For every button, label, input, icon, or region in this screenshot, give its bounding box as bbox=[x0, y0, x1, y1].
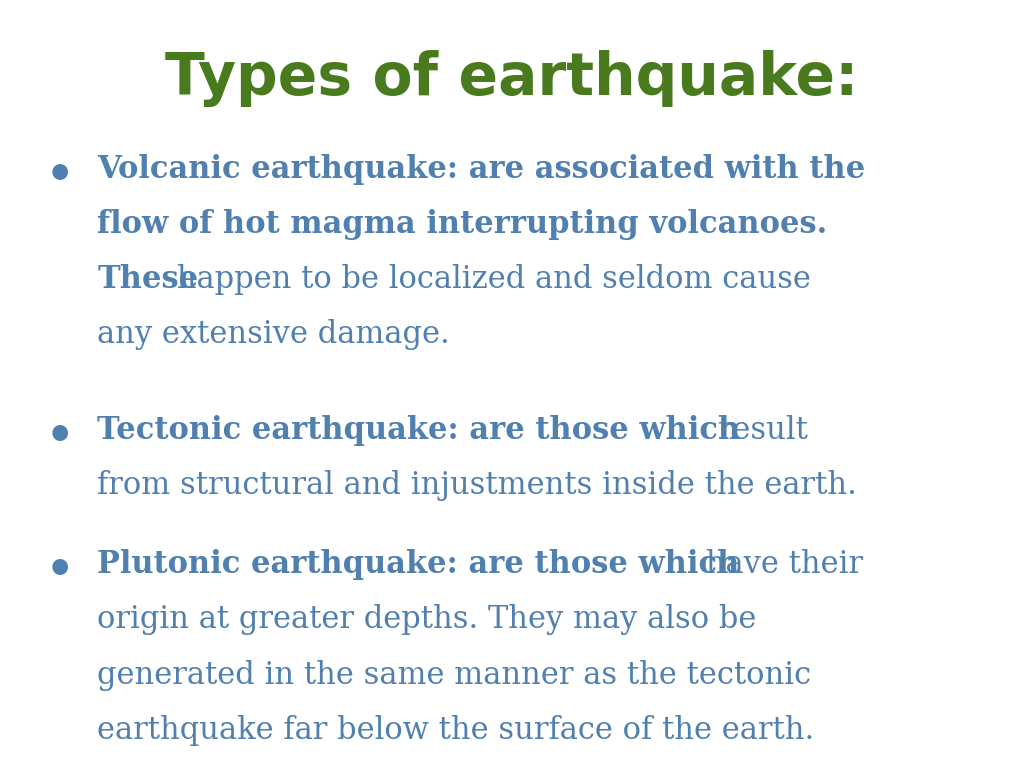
Text: •: • bbox=[46, 154, 75, 197]
Text: Volcanic earthquake: are associated with the: Volcanic earthquake: are associated with… bbox=[97, 154, 865, 184]
Text: Plutonic earthquake: are those which: Plutonic earthquake: are those which bbox=[97, 549, 739, 580]
Text: flow of hot magma interrupting volcanoes.: flow of hot magma interrupting volcanoes… bbox=[97, 209, 827, 240]
Text: generated in the same manner as the tectonic: generated in the same manner as the tect… bbox=[97, 660, 811, 690]
Text: •: • bbox=[46, 415, 75, 458]
Text: •: • bbox=[46, 549, 75, 592]
Text: have their: have their bbox=[696, 549, 863, 580]
Text: origin at greater depths. They may also be: origin at greater depths. They may also … bbox=[97, 604, 757, 635]
Text: result: result bbox=[708, 415, 808, 445]
Text: These: These bbox=[97, 264, 199, 295]
Text: earthquake far below the surface of the earth.: earthquake far below the surface of the … bbox=[97, 715, 814, 746]
Text: Types of earthquake:: Types of earthquake: bbox=[165, 50, 859, 107]
Text: from structural and injustments inside the earth.: from structural and injustments inside t… bbox=[97, 470, 857, 501]
Text: any extensive damage.: any extensive damage. bbox=[97, 319, 450, 350]
Text: happen to be localized and seldom cause: happen to be localized and seldom cause bbox=[167, 264, 811, 295]
Text: Tectonic earthquake: are those which: Tectonic earthquake: are those which bbox=[97, 415, 740, 445]
